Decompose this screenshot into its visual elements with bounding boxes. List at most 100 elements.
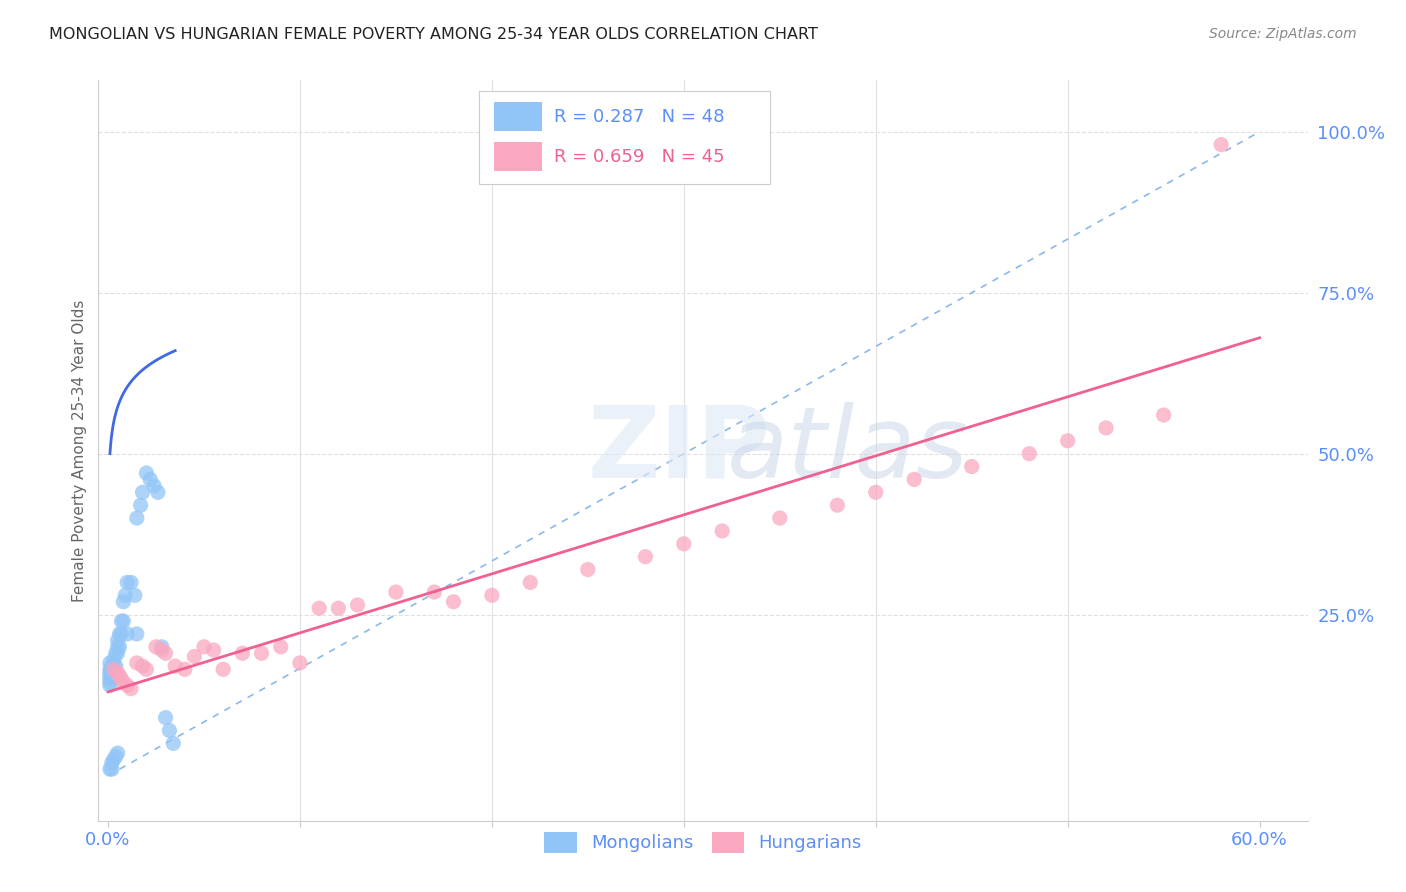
Point xyxy=(114,588,136,602)
Point xyxy=(103,659,125,673)
Point xyxy=(960,459,983,474)
Legend: Mongolians, Hungarians: Mongolians, Hungarians xyxy=(537,824,869,860)
Point xyxy=(1095,421,1118,435)
Point xyxy=(1018,447,1040,461)
Point xyxy=(108,627,131,641)
Point xyxy=(155,646,177,660)
Point xyxy=(672,537,695,551)
Point xyxy=(443,595,465,609)
Point xyxy=(98,675,121,690)
Point xyxy=(115,678,138,692)
Point xyxy=(101,756,124,770)
Point xyxy=(120,575,142,590)
Point xyxy=(112,675,135,690)
Text: R = 0.287   N = 48: R = 0.287 N = 48 xyxy=(554,108,724,126)
Text: Source: ZipAtlas.com: Source: ZipAtlas.com xyxy=(1209,27,1357,41)
Point xyxy=(103,665,125,680)
Point xyxy=(423,585,446,599)
Point xyxy=(135,662,157,676)
Point xyxy=(328,601,350,615)
Point xyxy=(308,601,330,615)
Point xyxy=(125,511,148,525)
Point xyxy=(101,665,124,680)
Point xyxy=(98,669,121,683)
Point xyxy=(576,563,599,577)
Point xyxy=(110,672,132,686)
Point xyxy=(125,656,148,670)
Point xyxy=(110,627,132,641)
Text: MONGOLIAN VS HUNGARIAN FEMALE POVERTY AMONG 25-34 YEAR OLDS CORRELATION CHART: MONGOLIAN VS HUNGARIAN FEMALE POVERTY AM… xyxy=(49,27,818,42)
FancyBboxPatch shape xyxy=(494,103,543,130)
Point xyxy=(98,662,121,676)
Text: atlas: atlas xyxy=(727,402,969,499)
Point xyxy=(115,575,138,590)
Point xyxy=(98,672,121,686)
Point xyxy=(108,640,131,654)
Point xyxy=(131,485,153,500)
Point xyxy=(107,633,129,648)
Point xyxy=(125,627,148,641)
Point xyxy=(124,588,146,602)
Point xyxy=(110,614,132,628)
FancyBboxPatch shape xyxy=(494,143,543,170)
Point xyxy=(107,665,129,680)
Point xyxy=(1056,434,1078,448)
Point xyxy=(903,472,925,486)
Point xyxy=(146,485,169,500)
Point xyxy=(250,646,273,660)
Point xyxy=(1211,137,1233,152)
Point xyxy=(159,723,181,738)
Point xyxy=(104,659,127,673)
Point xyxy=(193,640,215,654)
FancyBboxPatch shape xyxy=(479,91,769,184)
Point xyxy=(120,681,142,696)
Point xyxy=(103,653,125,667)
Point xyxy=(104,749,127,764)
Point xyxy=(131,659,153,673)
Point xyxy=(346,598,368,612)
Point xyxy=(98,678,121,692)
Point xyxy=(112,595,135,609)
Point xyxy=(155,711,177,725)
Point xyxy=(108,669,131,683)
Point xyxy=(231,646,253,660)
Point xyxy=(112,614,135,628)
Point xyxy=(101,659,124,673)
Point xyxy=(143,479,166,493)
Point xyxy=(139,472,162,486)
Point xyxy=(145,640,167,654)
Point xyxy=(162,736,184,750)
Point xyxy=(385,585,408,599)
Point xyxy=(827,498,849,512)
Point xyxy=(107,746,129,760)
Point xyxy=(212,662,235,676)
Point xyxy=(101,669,124,683)
Point xyxy=(103,662,125,676)
Point xyxy=(101,762,124,776)
Point xyxy=(769,511,792,525)
Point xyxy=(103,752,125,766)
Point xyxy=(101,662,124,676)
Point xyxy=(98,665,121,680)
Point xyxy=(107,640,129,654)
Point xyxy=(481,588,503,602)
Point xyxy=(711,524,734,538)
Point xyxy=(115,627,138,641)
Point xyxy=(865,485,887,500)
Point xyxy=(129,498,152,512)
Point xyxy=(634,549,657,564)
Point xyxy=(98,762,121,776)
Point xyxy=(1153,408,1175,422)
Y-axis label: Female Poverty Among 25-34 Year Olds: Female Poverty Among 25-34 Year Olds xyxy=(72,300,87,601)
Point xyxy=(98,656,121,670)
Point xyxy=(270,640,292,654)
Text: ZIP: ZIP xyxy=(588,402,770,499)
Point xyxy=(107,646,129,660)
Point xyxy=(150,643,173,657)
Point xyxy=(104,646,127,660)
Point xyxy=(165,659,187,673)
Text: R = 0.659   N = 45: R = 0.659 N = 45 xyxy=(554,147,725,166)
Point xyxy=(202,643,225,657)
Point xyxy=(135,466,157,480)
Point xyxy=(150,640,173,654)
